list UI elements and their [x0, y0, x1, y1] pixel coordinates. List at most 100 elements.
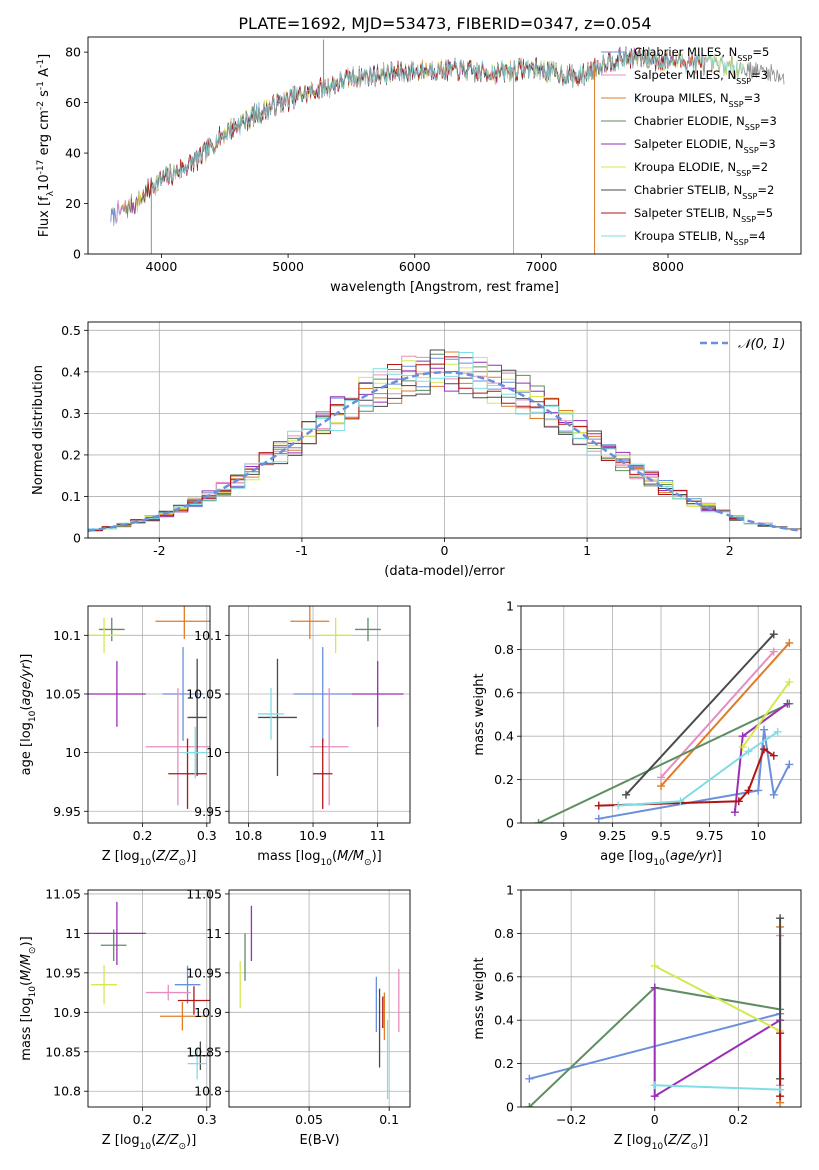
- plot-area: [88, 901, 210, 1080]
- y-tick-label: 0: [73, 531, 81, 546]
- chart-residuals: -2 -1 0 1 2 0 0.1 0.2 0.3 0.4 0.5 (data-model)/erro…: [31, 321, 802, 579]
- y-axis-label: age [log10(age/yr)]: [19, 654, 38, 776]
- y-tick-label: 10.05: [186, 686, 222, 701]
- legend-label-salpeter-stelib: Salpeter STELIB, NSSP=5: [634, 206, 773, 224]
- y-tick-label: 0: [73, 247, 81, 262]
- y-tick-label: 0.2: [494, 1056, 514, 1071]
- errorbar-kroupa-elodie: [91, 964, 117, 1005]
- y-tick-label: 11.05: [45, 886, 81, 901]
- errorbar-salpeter-miles: [309, 688, 349, 806]
- y-tick-label: 10.95: [186, 965, 222, 980]
- y-tick-label: 0: [506, 816, 514, 831]
- legend-label-gaussian: 𝒩(0, 1): [738, 337, 785, 352]
- x-tick-label: 8000: [652, 259, 684, 274]
- y-tick-label: 10: [206, 745, 222, 760]
- x-tick-label: 7000: [525, 259, 557, 274]
- y-tick-label: 1: [506, 883, 514, 898]
- series-marker-salpeter-elodie: [650, 1092, 659, 1101]
- x-tick-label: 9.75: [696, 828, 724, 843]
- axes-frame: [87, 889, 211, 1108]
- chart-mass-Z: 0.2 0.3 10.8 10.85 10.9 10.95 11 11.05 Z [log10(…: [19, 886, 217, 1152]
- y-axis-label: mass weight: [472, 957, 487, 1039]
- series-marker-salpeter-miles: [769, 647, 778, 656]
- axes-frame: [520, 605, 802, 824]
- x-axis-label: wavelength [Angstrom, rest frame]: [330, 280, 559, 295]
- series-marker-salpeter-elodie: [730, 808, 739, 817]
- series-marker-kroupa-stelib: [744, 747, 753, 756]
- legend-label-chabrier-elodie: Chabrier ELODIE, NSSP=3: [634, 114, 777, 132]
- x-tick-label: −0.2: [556, 1112, 586, 1127]
- errorbar-chabrier-miles: [293, 647, 352, 741]
- series-marker-salpeter-miles: [657, 773, 665, 782]
- y-tick-label: 9.95: [53, 804, 81, 819]
- y-tick-label: 9.95: [194, 804, 222, 819]
- x-tick-label: 0.3: [197, 828, 217, 843]
- y-tick-label: 10.8: [194, 1084, 222, 1099]
- series-marker-kroupa-elodie: [738, 743, 747, 752]
- x-tick-label: 10.9: [299, 828, 327, 843]
- x-tick-label: 0.2: [133, 828, 153, 843]
- figure-title: PLATE=1692, MJD=53473, FIBERID=0347, z=0…: [238, 14, 651, 33]
- y-tick-label: 80: [65, 45, 81, 60]
- series-marker-kroupa-miles: [785, 638, 794, 647]
- series-line-chabrier-elodie: [538, 702, 790, 823]
- series-marker-kroupa-stelib: [776, 1085, 785, 1094]
- y-tick-label: 1: [506, 599, 514, 614]
- x-tick-label: 0: [441, 543, 449, 558]
- y-tick-label: 20: [65, 196, 81, 211]
- chart-mass-weight-Z: −0.2 0 0.2 0 0.2 0.4 0.6 0.8 1 Z [log10(Z/Z⊙)] mas…: [472, 883, 802, 1152]
- x-tick-label: 0: [651, 1112, 659, 1127]
- x-axis-label: age [log10(age/yr)]: [600, 849, 722, 868]
- errorbar-chabrier-miles: [174, 965, 201, 1004]
- y-tick-label: 0.3: [61, 406, 81, 421]
- x-tick-label: 6000: [399, 259, 431, 274]
- y-tick-label: 0.6: [494, 685, 514, 700]
- y-tick-label: 0.2: [494, 772, 514, 787]
- chart-mass-weight-age: 9 9.25 9.5 9.75 10 0 0.2 0.4 0.6 0.8 1 age [log10(a…: [472, 599, 802, 868]
- errorbar-salpeter-stelib: [177, 986, 210, 1015]
- x-tick-label: -1: [296, 543, 308, 558]
- errorbar-chabrier-elodie: [98, 617, 125, 642]
- errorbar-kroupa-miles: [155, 606, 210, 639]
- series-marker-chabrier-elodie: [525, 1103, 534, 1107]
- x-tick-label: 0.2: [728, 1112, 748, 1127]
- x-tick-label: 9.25: [598, 828, 626, 843]
- legend-label-kroupa-elodie: Kroupa ELODIE, NSSP=2: [634, 160, 768, 178]
- series-marker-chabrier-miles: [760, 725, 769, 734]
- legend: Chabrier MILES, NSSP=5 Salpeter MILES, NS…: [601, 45, 777, 247]
- legend-label-kroupa-miles: Kroupa MILES, NSSP=3: [634, 91, 761, 109]
- axes-frame: [520, 889, 802, 1108]
- x-axis-label: (data-model)/error: [384, 564, 505, 579]
- y-axis-label: Flux [fλ10-17 erg cm-2 s-1 A-1]: [36, 54, 56, 237]
- y-tick-label: 10.85: [45, 1044, 81, 1059]
- y-tick-label: 11: [206, 926, 222, 941]
- errorbar-salpeter-elodie: [351, 661, 404, 727]
- series-marker-chabrier-stelib: [622, 790, 630, 799]
- x-tick-label: 5000: [272, 259, 304, 274]
- y-tick-label: 0.4: [61, 364, 81, 379]
- series-marker-salpeter-stelib: [776, 1029, 785, 1038]
- x-tick-label: 0.05: [295, 1112, 323, 1127]
- y-tick-label: 0.8: [494, 926, 514, 941]
- errorbar-salpeter-elodie: [88, 661, 146, 727]
- y-tick-label: 10.9: [53, 1005, 81, 1020]
- chart-age-Z: 0.2 0.3 9.95 10 10.05 10.1 Z [log10(Z/Z⊙)] age …: [19, 605, 217, 868]
- series-marker-salpeter-stelib: [744, 786, 753, 795]
- plot-area: [88, 349, 801, 538]
- x-axis-label: mass [log10(M/M⊙)]: [257, 849, 381, 868]
- errorbar-kroupa-stelib: [187, 1047, 207, 1080]
- x-tick-label: 4000: [146, 259, 178, 274]
- axes-frame: [87, 36, 802, 255]
- x-tick-label: 0.3: [197, 1112, 217, 1127]
- x-axis-label: Z [log10(Z/Z⊙)]: [102, 1133, 197, 1152]
- y-tick-label: 10.95: [45, 965, 81, 980]
- x-tick-label: 2: [726, 543, 734, 558]
- gaussian-curve: [88, 371, 801, 532]
- x-tick-label: 11: [370, 828, 386, 843]
- series-line-kroupa-stelib: [618, 731, 779, 807]
- y-tick-label: 0.2: [61, 447, 81, 462]
- y-tick-label: 10.05: [45, 686, 81, 701]
- y-tick-label: 10.9: [194, 1005, 222, 1020]
- y-tick-label: 10: [65, 745, 81, 760]
